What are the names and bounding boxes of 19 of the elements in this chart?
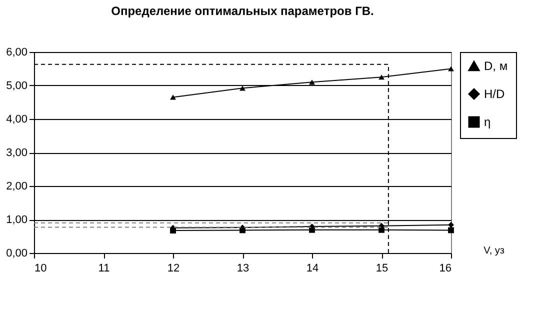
y-tick-label: 5,00: [6, 80, 28, 92]
y-tick-label: 3,00: [6, 147, 28, 159]
x-tick-label: 10: [34, 262, 47, 274]
y-tick-label: 0,00: [6, 248, 28, 260]
x-tick-label: 13: [236, 262, 250, 274]
y-tick-label: 6,00: [6, 46, 28, 58]
x-tick-label: 12: [167, 262, 180, 274]
x-tick-label: 16: [439, 262, 452, 274]
x-tick-label: 15: [376, 262, 388, 274]
y-tick-label: 1,00: [6, 214, 28, 226]
y-tick-label: 2,00: [6, 180, 28, 192]
legend-label: H/D: [484, 87, 505, 101]
x-axis-title: V, уз: [484, 246, 505, 256]
chart-title: Определение оптимальных параметров ГВ.: [111, 4, 374, 18]
x-tick-label: 11: [98, 262, 110, 274]
legend-label: η: [484, 115, 491, 129]
legend-label: D, м: [484, 59, 508, 73]
x-tick-label: 14: [306, 262, 319, 274]
y-tick-label: 4,00: [6, 114, 28, 126]
